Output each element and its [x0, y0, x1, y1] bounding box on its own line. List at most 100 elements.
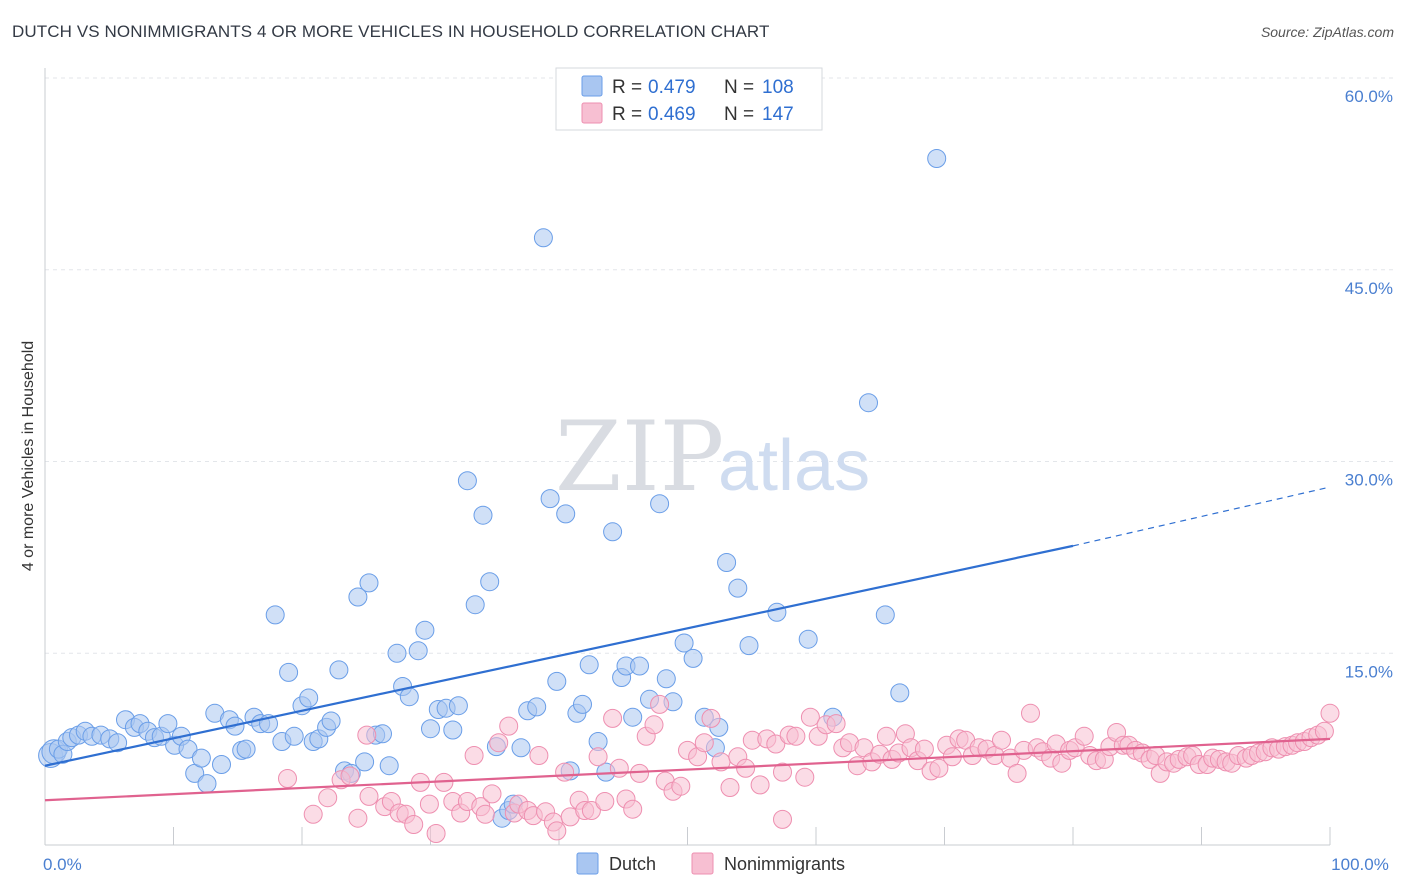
legend-n-value-nonimmigrants: 147 [762, 104, 794, 125]
point-nonimmigrants-61 [750, 775, 770, 795]
point-dutch-44 [329, 660, 349, 680]
point-dutch-56 [408, 641, 428, 661]
point-nonimmigrants-34 [555, 762, 575, 782]
point-nonimmigrants-20 [464, 746, 484, 765]
point-dutch-104 [859, 393, 878, 413]
point-dutch-37 [284, 726, 304, 746]
point-nonimmigrants-66 [786, 726, 806, 746]
point-dutch-75 [540, 489, 560, 509]
point-dutch-65 [473, 505, 493, 525]
point-dutch-76 [547, 671, 567, 691]
x-tick-labels: 0.0% 100.0% [43, 855, 1389, 874]
y-tick-label-3: 60.0% [1345, 87, 1393, 106]
point-dutch-63 [457, 471, 477, 491]
point-dutch-107 [927, 149, 947, 168]
point-dutch-53 [387, 643, 407, 663]
point-nonimmigrants-99 [1021, 703, 1040, 723]
point-dutch-62 [448, 696, 468, 716]
legend-r-value-dutch: 0.479 [648, 77, 696, 98]
point-dutch-105 [875, 605, 895, 625]
data-points [38, 149, 1340, 843]
series-legend-label-dutch: Dutch [609, 854, 656, 874]
point-dutch-87 [623, 707, 643, 727]
point-nonimmigrants-1 [303, 804, 323, 824]
point-dutch-99 [728, 578, 748, 598]
watermark-atlas: atlas [718, 426, 870, 506]
y-axis-label: 4 or more Vehicles in Household [20, 341, 37, 571]
point-nonimmigrants-86 [929, 758, 949, 778]
legend-r-value-nonimmigrants: 0.469 [648, 104, 696, 125]
point-dutch-26 [212, 755, 231, 774]
point-dutch-100 [739, 636, 759, 656]
point-nonimmigrants-55 [701, 708, 721, 728]
legend-swatch-dutch [581, 75, 603, 97]
point-nonimmigrants-12 [404, 815, 424, 834]
point-dutch-18 [158, 714, 178, 734]
point-nonimmigrants-107 [1074, 726, 1094, 746]
point-dutch-98 [717, 553, 737, 572]
point-dutch-43 [321, 711, 341, 731]
point-dutch-77 [556, 504, 576, 524]
legend-n-label-nonimmigrants: N = [724, 104, 754, 125]
legend-r-label-dutch: R = [612, 77, 642, 98]
point-dutch-21 [178, 739, 198, 759]
point-dutch-93 [674, 633, 694, 653]
point-nonimmigrants-39 [588, 747, 608, 767]
point-dutch-73 [527, 697, 547, 717]
point-dutch-61 [443, 720, 463, 740]
point-nonimmigrants-68 [800, 707, 820, 727]
point-dutch-94 [683, 648, 703, 668]
point-nonimmigrants-38 [581, 801, 601, 820]
series-legend: Dutch Nonimmigrants [576, 852, 845, 875]
point-nonimmigrants-0 [278, 769, 297, 788]
point-dutch-23 [191, 748, 211, 768]
chart-source: Source: ZipAtlas.com [1260, 24, 1394, 40]
point-dutch-39 [299, 688, 319, 708]
point-dutch-80 [573, 694, 592, 714]
point-nonimmigrants-23 [482, 784, 502, 804]
point-dutch-47 [348, 587, 368, 607]
point-nonimmigrants-64 [773, 762, 792, 782]
point-dutch-11 [108, 733, 128, 753]
y-tick-label-2: 45.0% [1345, 279, 1393, 298]
x-tick-label-0: 0.0% [43, 855, 82, 874]
point-nonimmigrants-144 [1314, 721, 1334, 741]
series-legend-swatch-dutch [576, 852, 599, 875]
point-nonimmigrants-24 [489, 733, 509, 753]
watermark: ZIP atlas [555, 401, 870, 513]
point-nonimmigrants-57 [720, 778, 740, 797]
point-dutch-55 [399, 687, 419, 707]
trend-lines [44, 486, 1331, 802]
point-nonimmigrants-5 [348, 808, 368, 828]
point-nonimmigrants-15 [426, 824, 446, 843]
point-nonimmigrants-67 [795, 767, 815, 787]
y-tick-labels: 15.0% 30.0% 45.0% 60.0% [1345, 87, 1393, 681]
point-dutch-102 [798, 629, 818, 649]
point-nonimmigrants-45 [630, 763, 649, 783]
point-nonimmigrants-40 [595, 792, 615, 811]
chart-title: DUTCH VS NONIMMIGRANTS 4 OR MORE VEHICLE… [12, 22, 770, 41]
point-dutch-52 [379, 756, 399, 776]
point-dutch-101 [767, 602, 787, 622]
point-dutch-66 [480, 572, 500, 592]
point-nonimmigrants-6 [357, 725, 377, 745]
point-nonimmigrants-25 [499, 716, 519, 736]
point-dutch-84 [603, 522, 623, 542]
point-nonimmigrants-51 [671, 776, 691, 796]
point-dutch-74 [533, 228, 553, 248]
point-dutch-91 [656, 669, 676, 689]
point-nonimmigrants-145 [1320, 703, 1340, 723]
point-dutch-49 [359, 573, 379, 593]
watermark-zip: ZIP [555, 401, 724, 513]
point-dutch-34 [265, 605, 285, 625]
trend-line-dutch [44, 544, 1074, 767]
point-nonimmigrants-63 [766, 734, 786, 754]
legend-n-label-dutch: N = [724, 77, 754, 98]
point-nonimmigrants-47 [644, 715, 664, 735]
y-tick-label-0: 15.0% [1345, 662, 1393, 681]
point-nonimmigrants-146 [773, 809, 792, 829]
point-dutch-58 [421, 719, 440, 739]
point-nonimmigrants-84 [914, 739, 934, 759]
point-nonimmigrants-41 [603, 708, 623, 728]
